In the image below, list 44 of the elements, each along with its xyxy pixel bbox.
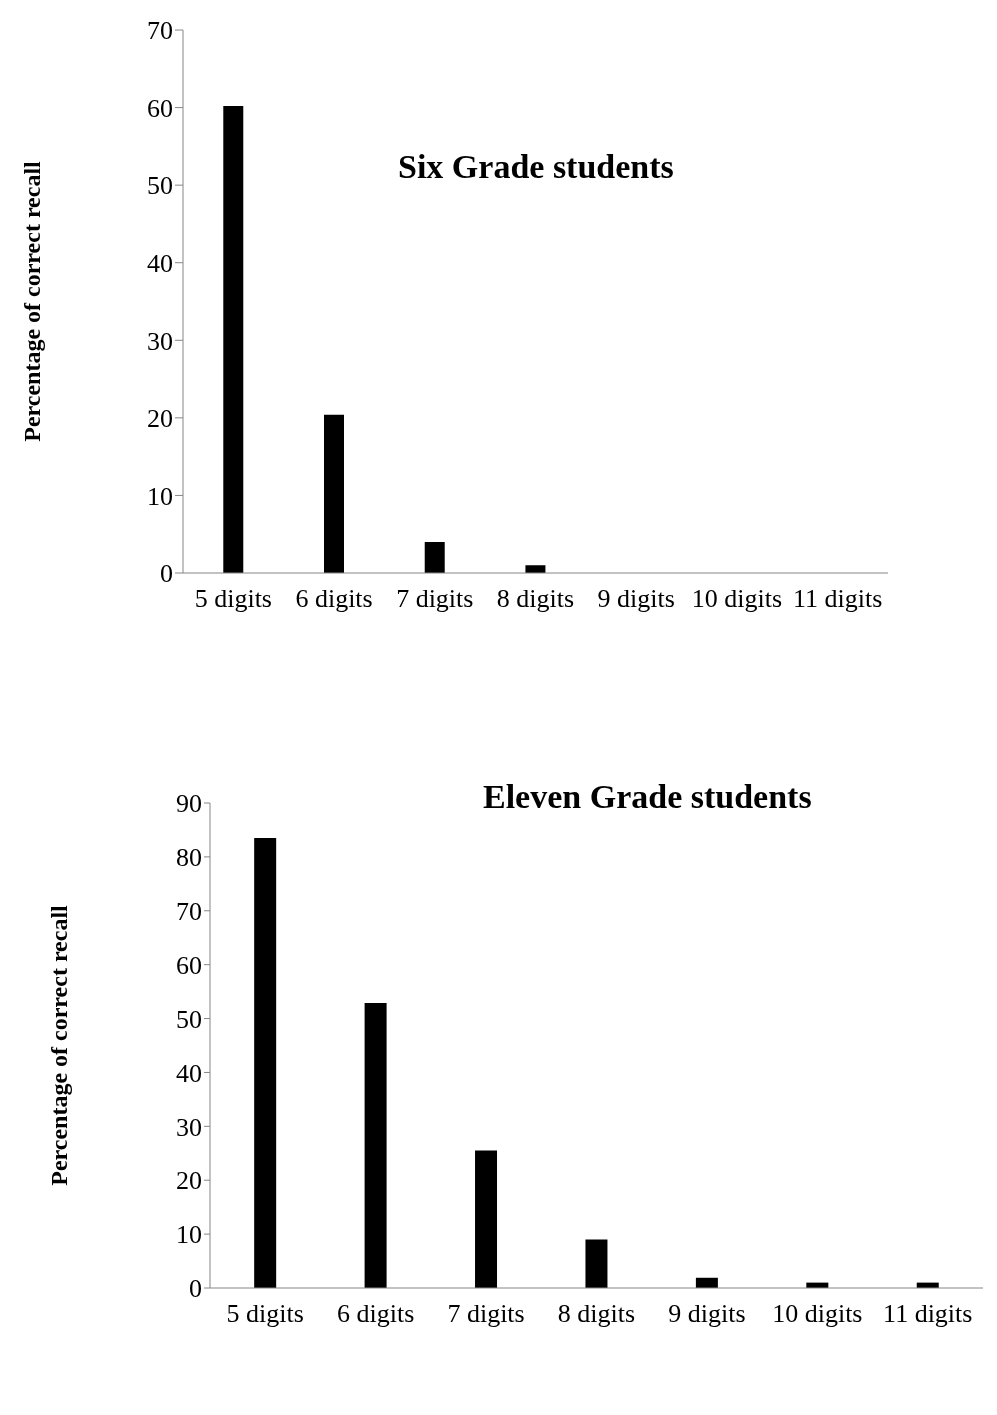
bar bbox=[525, 565, 546, 573]
y-tick-label: 10 bbox=[147, 481, 173, 511]
bar bbox=[424, 541, 445, 573]
y-tick-label: 20 bbox=[176, 1166, 202, 1196]
x-tick-label: 10 digits bbox=[691, 584, 783, 614]
y-tick-label: 40 bbox=[176, 1058, 202, 1088]
y-tick-label: 80 bbox=[176, 843, 202, 873]
bar bbox=[585, 1239, 608, 1288]
y-axis-title: Percentage of correct recall bbox=[45, 904, 72, 1186]
x-tick-label: 7 digits bbox=[447, 1299, 525, 1329]
y-tick-label: 60 bbox=[176, 950, 202, 980]
bar bbox=[254, 838, 277, 1288]
bar bbox=[223, 106, 244, 573]
bar bbox=[364, 1002, 387, 1288]
y-tick-label: 50 bbox=[147, 171, 173, 201]
chart-title: Eleven Grade students bbox=[483, 778, 812, 816]
x-tick-label: 6 digits bbox=[295, 584, 373, 614]
y-tick-label: 70 bbox=[176, 897, 202, 927]
x-tick-label: 8 digits bbox=[557, 1299, 636, 1329]
y-tick-label: 70 bbox=[147, 16, 173, 46]
y-tick-label: 30 bbox=[176, 1112, 202, 1142]
bar bbox=[475, 1150, 498, 1288]
text: Six Grade students bbox=[398, 148, 674, 186]
x-tick-label: 9 digits bbox=[597, 584, 675, 614]
x-tick-label: 9 digits bbox=[668, 1299, 746, 1329]
y-tick-label: 90 bbox=[176, 789, 202, 819]
y-axis-title: Percentage of correct recall bbox=[18, 160, 45, 442]
y-tick-label: 0 bbox=[189, 1274, 202, 1304]
y-tick-label: 50 bbox=[176, 1004, 202, 1034]
x-tick-label: 7 digits bbox=[396, 584, 474, 614]
y-tick-label: 0 bbox=[160, 559, 173, 589]
x-tick-label: 10 digits bbox=[772, 1299, 863, 1329]
y-tick-label: 60 bbox=[147, 93, 173, 123]
x-tick-label: 5 digits bbox=[226, 1299, 304, 1329]
x-tick-label: 6 digits bbox=[336, 1299, 415, 1329]
y-tick-label: 10 bbox=[176, 1220, 202, 1250]
y-tick-label: 20 bbox=[147, 404, 173, 434]
x-tick-label: 8 digits bbox=[496, 584, 575, 614]
y-tick-label: 30 bbox=[147, 326, 173, 356]
x-tick-label: 5 digits bbox=[194, 584, 273, 614]
x-tick-label: 11 digits bbox=[883, 1299, 973, 1329]
bar bbox=[324, 414, 344, 573]
y-tick-label: 40 bbox=[147, 248, 173, 278]
x-tick-label: 11 digits bbox=[792, 584, 883, 614]
